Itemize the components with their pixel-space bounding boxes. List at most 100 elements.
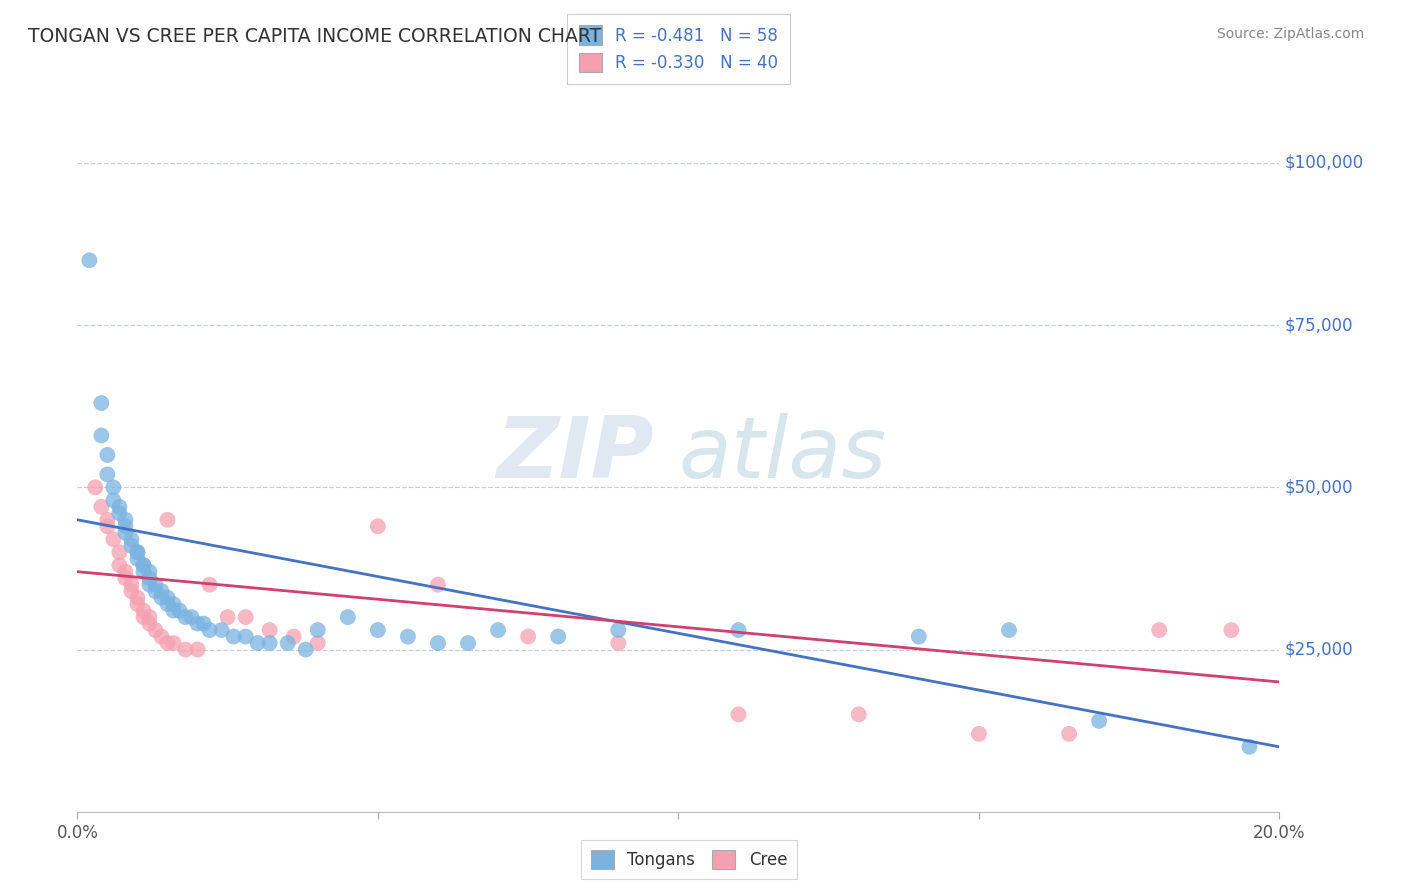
Point: [211, 623, 233, 637]
Point: [120, 577, 142, 591]
Point: [150, 584, 173, 599]
Point: [84, 480, 107, 494]
Point: [174, 610, 197, 624]
Point: [547, 630, 569, 644]
Point: [396, 630, 419, 644]
Point: [1088, 714, 1111, 728]
Point: [145, 623, 167, 637]
Point: [96, 513, 118, 527]
Point: [727, 623, 749, 637]
Point: [1149, 623, 1171, 637]
Point: [1239, 739, 1261, 754]
Point: [156, 597, 179, 611]
Point: [186, 642, 209, 657]
Point: [90, 396, 112, 410]
Point: [156, 636, 179, 650]
Point: [607, 623, 630, 637]
Point: [198, 577, 221, 591]
Point: [103, 480, 125, 494]
Point: [169, 604, 191, 618]
Point: [908, 630, 931, 644]
Point: [138, 571, 160, 585]
Point: [127, 545, 149, 559]
Point: [235, 630, 257, 644]
Point: [162, 597, 184, 611]
Point: [156, 513, 179, 527]
Point: [180, 610, 202, 624]
Point: [132, 558, 155, 573]
Point: [150, 591, 173, 605]
Point: [427, 577, 450, 591]
Point: [1220, 623, 1243, 637]
Point: [150, 630, 173, 644]
Point: [848, 707, 870, 722]
Point: [145, 584, 167, 599]
Point: [120, 539, 142, 553]
Point: [517, 630, 540, 644]
Text: $100,000: $100,000: [1285, 154, 1364, 172]
Point: [307, 636, 329, 650]
Point: [132, 604, 155, 618]
Point: [114, 565, 136, 579]
Text: Source: ZipAtlas.com: Source: ZipAtlas.com: [1216, 27, 1364, 41]
Point: [96, 448, 118, 462]
Point: [108, 506, 131, 520]
Point: [193, 616, 215, 631]
Point: [486, 623, 509, 637]
Point: [457, 636, 479, 650]
Point: [259, 623, 281, 637]
Point: [114, 525, 136, 540]
Point: [283, 630, 305, 644]
Point: [186, 616, 209, 631]
Point: [132, 558, 155, 573]
Point: [127, 545, 149, 559]
Text: ZIP: ZIP: [496, 413, 654, 497]
Point: [294, 642, 316, 657]
Point: [90, 500, 112, 514]
Point: [127, 551, 149, 566]
Point: [114, 519, 136, 533]
Point: [90, 428, 112, 442]
Point: [108, 558, 131, 573]
Point: [138, 565, 160, 579]
Point: [108, 500, 131, 514]
Point: [277, 636, 299, 650]
Point: [96, 519, 118, 533]
Point: [367, 623, 389, 637]
Point: [103, 533, 125, 547]
Point: [120, 584, 142, 599]
Point: [127, 591, 149, 605]
Text: TONGAN VS CREE PER CAPITA INCOME CORRELATION CHART: TONGAN VS CREE PER CAPITA INCOME CORRELA…: [28, 27, 602, 45]
Point: [156, 591, 179, 605]
Point: [336, 610, 359, 624]
Point: [79, 253, 101, 268]
Point: [967, 727, 990, 741]
Point: [307, 623, 329, 637]
Point: [198, 623, 221, 637]
Text: $50,000: $50,000: [1285, 478, 1354, 496]
Point: [120, 533, 142, 547]
Point: [427, 636, 450, 650]
Point: [145, 577, 167, 591]
Point: [235, 610, 257, 624]
Text: $75,000: $75,000: [1285, 316, 1354, 334]
Point: [1057, 727, 1080, 741]
Text: $25,000: $25,000: [1285, 640, 1354, 658]
Point: [367, 519, 389, 533]
Point: [114, 571, 136, 585]
Point: [259, 636, 281, 650]
Point: [132, 565, 155, 579]
Point: [162, 636, 184, 650]
Point: [998, 623, 1021, 637]
Point: [246, 636, 269, 650]
Point: [162, 604, 184, 618]
Point: [108, 545, 131, 559]
Text: atlas: atlas: [679, 413, 886, 497]
Legend: Tongans, Cree: Tongans, Cree: [581, 840, 797, 880]
Point: [114, 513, 136, 527]
Point: [222, 630, 245, 644]
Point: [138, 610, 160, 624]
Point: [727, 707, 749, 722]
Point: [96, 467, 118, 482]
Point: [607, 636, 630, 650]
